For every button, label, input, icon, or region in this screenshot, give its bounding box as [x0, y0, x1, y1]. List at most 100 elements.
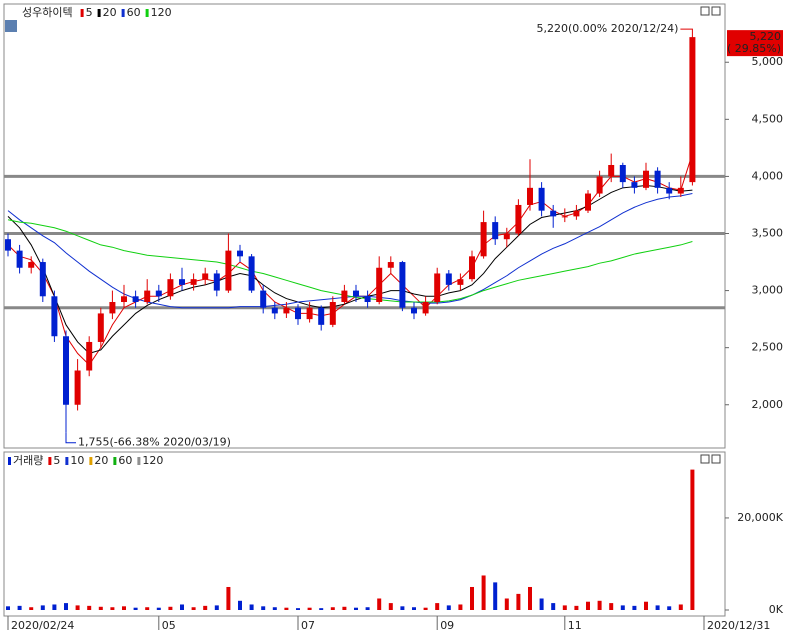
volume-bar: [75, 605, 80, 610]
y-tick-label: 3,000: [752, 284, 784, 297]
low-pointer: [65, 432, 76, 444]
x-tick-label: 05: [162, 619, 176, 632]
candle-body: [213, 273, 220, 291]
panel-icon[interactable]: [5, 20, 17, 32]
legend-label: 20: [103, 6, 117, 19]
panel-button[interactable]: [700, 6, 710, 16]
volume-bar: [667, 606, 672, 610]
candle-body: [283, 307, 290, 314]
candle-body: [631, 182, 638, 188]
volume-bar: [516, 593, 521, 610]
legend-swatch: [65, 457, 69, 465]
volume-bar: [470, 586, 474, 610]
candle-body: [260, 290, 267, 308]
candle-body: [666, 187, 673, 194]
volume-bar: [319, 608, 324, 610]
candle-body: [411, 307, 417, 314]
low-label: 1,755(-66.38% 2020/03/19): [78, 436, 231, 449]
candle-body: [306, 307, 313, 320]
panel-button[interactable]: [711, 454, 721, 464]
candle-body: [434, 273, 441, 303]
volume-bar: [261, 606, 266, 610]
x-tick-label: 2020/02/24: [11, 619, 74, 632]
volume-bar: [122, 606, 126, 610]
volume-bar: [272, 607, 277, 610]
legend-swatch: [137, 457, 141, 465]
legend-label: 60: [118, 454, 132, 467]
legend-swatch: [89, 457, 93, 465]
volume-bar: [17, 605, 22, 610]
candle-body: [28, 262, 35, 268]
volume-panel: [3, 451, 726, 617]
volume-bar: [446, 605, 451, 610]
price-panel: [3, 3, 726, 449]
volume-bar: [504, 598, 509, 610]
x-tick-label: 07: [301, 619, 315, 632]
legend-swatch: [80, 9, 84, 17]
candle-body: [596, 176, 603, 194]
candle-body: [132, 296, 139, 303]
y-tick-label: 20,000K: [737, 511, 783, 524]
volume-bar: [6, 606, 10, 610]
candle-body: [74, 370, 81, 405]
legend-swatch: [97, 9, 101, 17]
x-tick-label: 11: [568, 619, 582, 632]
volume-bar: [493, 582, 498, 610]
volume-bar: [133, 607, 138, 610]
y-tick-label: 0K: [769, 603, 784, 616]
volume-bar: [238, 600, 242, 610]
volume-bar: [203, 605, 208, 610]
volume-bar: [620, 605, 625, 610]
candle-body: [387, 262, 394, 268]
volume-bar: [342, 606, 347, 610]
candle-body: [5, 239, 11, 251]
volume-bar: [354, 607, 358, 610]
y-tick-label: 4,000: [752, 169, 784, 182]
candle-body: [689, 37, 696, 183]
legend-label: 60: [127, 6, 141, 19]
volume-bar: [655, 605, 660, 610]
volume-bar: [632, 605, 637, 610]
candle-body: [677, 187, 684, 194]
legend-label: 10: [70, 454, 84, 467]
volume-bar: [156, 607, 161, 610]
candle-body: [527, 187, 533, 205]
candle-body: [144, 290, 151, 303]
volume-bar: [388, 603, 393, 610]
volume-bar: [87, 605, 92, 610]
legend-swatch: [121, 9, 125, 17]
legend-swatch: [145, 9, 149, 17]
volume-bar: [296, 608, 300, 610]
volume-bar: [180, 604, 184, 610]
volume-bar: [412, 607, 416, 610]
panel-button[interactable]: [711, 6, 721, 16]
candle-body: [608, 164, 615, 177]
candle-body: [573, 210, 580, 217]
candle-body: [585, 193, 591, 211]
ma-line: [7, 193, 693, 309]
candle-body: [190, 279, 197, 285]
volume-bar: [423, 607, 428, 610]
volume-bar: [98, 606, 103, 610]
candle-body: [295, 307, 301, 320]
volume-bar: [458, 604, 463, 610]
candle-body: [271, 307, 278, 314]
candle-body: [51, 296, 58, 337]
candle-body: [515, 204, 522, 234]
volume-bar: [226, 586, 231, 610]
high-pointer: [680, 28, 693, 38]
candle-body: [353, 290, 359, 297]
volume-bar: [609, 603, 614, 610]
candle-body: [457, 279, 464, 285]
candle-body: [376, 267, 383, 303]
volume-bar: [377, 598, 382, 610]
volume-bar: [29, 607, 34, 610]
panel-button[interactable]: [700, 454, 710, 464]
candle-body: [550, 210, 557, 217]
legend-label: 20: [94, 454, 108, 467]
candle-body: [97, 313, 104, 342]
candle-body: [503, 233, 510, 240]
legend-label: 120: [142, 454, 163, 467]
last-price-label: 5,220: [750, 30, 782, 43]
